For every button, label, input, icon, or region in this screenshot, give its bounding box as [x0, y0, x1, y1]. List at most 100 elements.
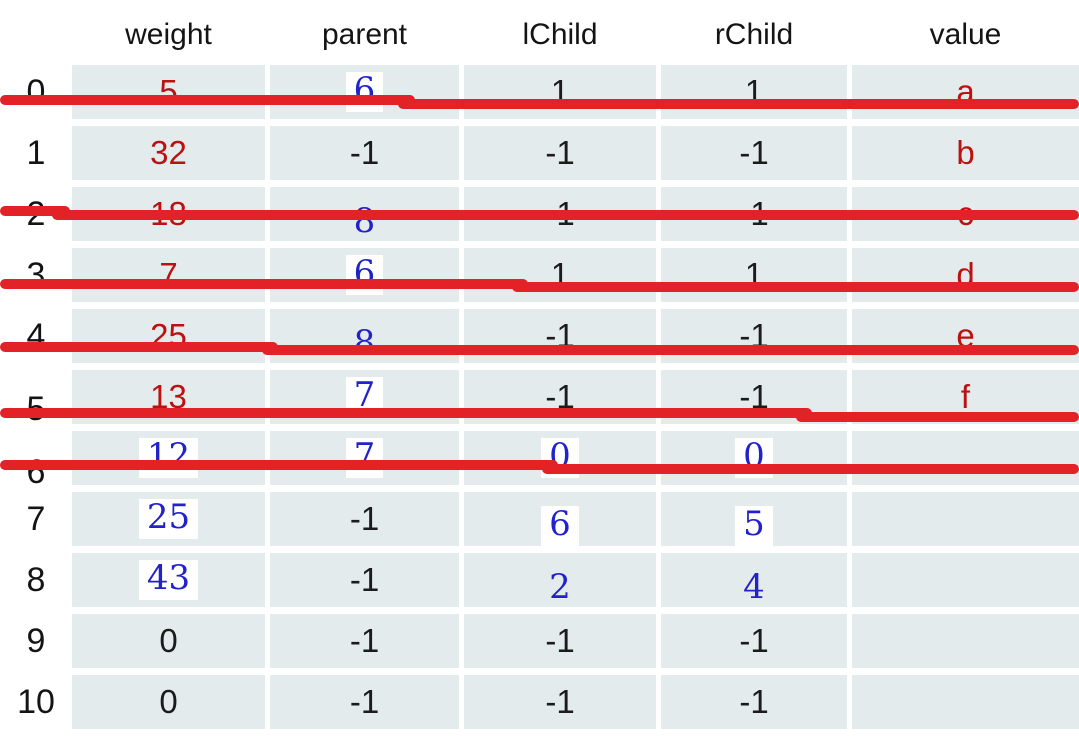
cell-weight: 43 [72, 553, 265, 607]
cell-parent: -1 [270, 492, 459, 546]
cell-text: -1 [739, 622, 769, 659]
cell-lchild: -1 [464, 614, 656, 668]
cell-text: -1 [739, 134, 769, 171]
strikethrough-line [512, 282, 1079, 292]
cell-value [852, 675, 1079, 729]
highlight-patch: 43 [138, 560, 199, 600]
cell-rchild: 4 [661, 553, 847, 607]
column-header-parent: parent [321, 18, 408, 51]
cell-lchild: 0 [464, 431, 656, 485]
cell-parent: 7 [270, 431, 459, 485]
row-index: 8 [26, 560, 46, 599]
table-row: 10 0 -1 -1 -1 [0, 675, 1079, 729]
table-row: 7 25 -1 6 5 [0, 492, 1079, 546]
strikethrough-line [0, 460, 558, 470]
cell-value [852, 492, 1079, 546]
cell-lchild: -1 [464, 675, 656, 729]
cell-text: -1 [349, 561, 380, 598]
cell-value [852, 431, 1079, 485]
cell-value: a [852, 65, 1079, 119]
cell-rchild: 1 [661, 248, 847, 302]
table-row: 1 32 -1 -1 -1 b [0, 126, 1079, 180]
column-header-lchild: lChild [522, 18, 598, 51]
cell-lchild: 6 [464, 492, 656, 546]
cell-weight: 0 [72, 614, 265, 668]
cell-rchild: 5 [661, 492, 847, 546]
cell-parent: -1 [270, 126, 459, 180]
cell-text: -1 [545, 683, 575, 720]
row-index: 6 [26, 452, 46, 491]
row-index: 1 [26, 133, 46, 172]
strikethrough-line [0, 279, 528, 289]
cell-text: b [956, 134, 975, 171]
cell-lchild: 1 [464, 248, 656, 302]
cell-parent: -1 [270, 553, 459, 607]
column-header-rchild: rChild [714, 18, 794, 51]
cell-text: 32 [150, 134, 187, 171]
cell-value: d [852, 248, 1079, 302]
cell-rchild: -1 [661, 614, 847, 668]
cell-text: -1 [545, 622, 575, 659]
cell-weight: 32 [72, 126, 265, 180]
strikethrough-line [542, 464, 1079, 474]
highlight-patch: 12 [138, 438, 199, 478]
cell-text: f [960, 378, 971, 415]
cell-lchild: 2 [464, 553, 656, 607]
column-header-value: value [929, 18, 1002, 51]
cell-weight: 7 [72, 248, 265, 302]
table-row: 6 12 7 0 0 [0, 431, 1079, 491]
row-index: 0 [26, 72, 46, 111]
cell-weight: 25 [72, 492, 265, 546]
row-index: 3 [26, 255, 46, 294]
strikethrough-line [0, 408, 812, 418]
cell-rchild: 0 [661, 431, 847, 485]
highlight-patch: 25 [138, 499, 199, 539]
highlight-patch: 6 [345, 72, 384, 112]
cell-parent: -1 [270, 614, 459, 668]
highlight-patch: 6 [541, 506, 579, 546]
cell-rchild: 1 [661, 65, 847, 119]
cell-value [852, 553, 1079, 607]
row-index: 4 [26, 316, 46, 355]
cell-text: e [956, 317, 975, 354]
strikethrough-line [398, 99, 1079, 109]
cell-parent: 6 [270, 65, 459, 119]
strikethrough-line [0, 206, 70, 216]
cell-parent: 6 [270, 248, 459, 302]
cell-text: 8 [353, 323, 376, 363]
cell-weight: 25 [72, 309, 265, 363]
cell-rchild: -1 [661, 675, 847, 729]
strikethrough-line [0, 95, 415, 105]
column-header-weight: weight [125, 18, 212, 51]
cell-text: -1 [349, 500, 380, 537]
table-row: 8 43 -1 2 4 [0, 553, 1079, 607]
highlight-patch: 7 [345, 438, 384, 478]
cell-parent: -1 [270, 675, 459, 729]
cell-text: -1 [349, 683, 380, 720]
row-index: 7 [26, 499, 46, 538]
cell-text: 0 [159, 683, 178, 720]
cell-text: -1 [545, 134, 575, 171]
strikethrough-line [262, 345, 1079, 355]
cell-text: 0 [159, 622, 178, 659]
table-row: 9 0 -1 -1 -1 [0, 614, 1079, 668]
strikethrough-line [796, 412, 1079, 422]
cell-weight: 5 [72, 65, 265, 119]
row-index: 10 [17, 682, 55, 721]
cell-text: 4 [743, 567, 765, 607]
cell-lchild: 1 [464, 65, 656, 119]
cell-text: -1 [349, 134, 380, 171]
highlight-patch: 6 [345, 255, 384, 295]
cell-text: -1 [349, 622, 380, 659]
cell-weight: 0 [72, 675, 265, 729]
cell-text: 2 [549, 567, 571, 607]
cell-text: 8 [353, 201, 376, 241]
row-index: 9 [26, 621, 46, 660]
cell-lchild: -1 [464, 126, 656, 180]
highlight-patch: 5 [735, 506, 773, 546]
cell-value: b [852, 126, 1079, 180]
cell-text: 5 [159, 73, 178, 110]
